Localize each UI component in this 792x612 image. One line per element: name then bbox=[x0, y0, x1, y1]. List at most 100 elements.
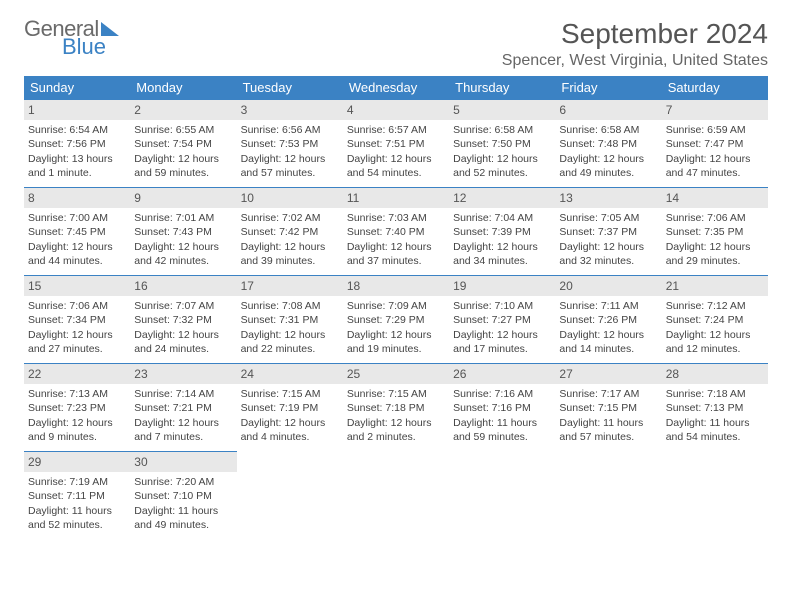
sunrise-text: Sunrise: 6:59 AM bbox=[666, 123, 764, 137]
calendar-day-cell bbox=[237, 452, 343, 540]
sunrise-text: Sunrise: 7:02 AM bbox=[241, 211, 339, 225]
sunset-text: Sunset: 7:34 PM bbox=[28, 313, 126, 327]
sunset-text: Sunset: 7:11 PM bbox=[28, 489, 126, 503]
calendar-day-cell: 19 Sunrise: 7:10 AMSunset: 7:27 PMDayligh… bbox=[449, 276, 555, 364]
sunset-text: Sunset: 7:16 PM bbox=[453, 401, 551, 415]
day-number: 20 bbox=[555, 276, 661, 296]
location: Spencer, West Virginia, United States bbox=[502, 52, 768, 70]
daylight-text: Daylight: 12 hours and 14 minutes. bbox=[559, 328, 657, 356]
daylight-text: Daylight: 12 hours and 32 minutes. bbox=[559, 240, 657, 268]
sunrise-text: Sunrise: 7:16 AM bbox=[453, 387, 551, 401]
day-number: 3 bbox=[237, 100, 343, 120]
weekday-header-row: Sunday Monday Tuesday Wednesday Thursday… bbox=[24, 76, 768, 100]
calendar-day-cell: 11Sunrise: 7:03 AMSunset: 7:40 PMDayligh… bbox=[343, 188, 449, 276]
calendar-day-cell bbox=[449, 452, 555, 540]
weekday-header: Saturday bbox=[662, 76, 768, 100]
daylight-text: Daylight: 12 hours and 47 minutes. bbox=[666, 152, 764, 180]
daylight-text: Daylight: 12 hours and 12 minutes. bbox=[666, 328, 764, 356]
calendar-day-cell bbox=[555, 452, 661, 540]
sunset-text: Sunset: 7:42 PM bbox=[241, 225, 339, 239]
calendar-day-cell: 1Sunrise: 6:54 AMSunset: 7:56 PMDaylight… bbox=[24, 100, 130, 188]
weekday-header: Friday bbox=[555, 76, 661, 100]
daylight-text: Daylight: 11 hours and 57 minutes. bbox=[559, 416, 657, 444]
sunset-text: Sunset: 7:45 PM bbox=[28, 225, 126, 239]
sunset-text: Sunset: 7:19 PM bbox=[241, 401, 339, 415]
calendar-day-cell: 13Sunrise: 7:05 AMSunset: 7:37 PMDayligh… bbox=[555, 188, 661, 276]
day-number: 27 bbox=[555, 364, 661, 384]
sunrise-text: Sunrise: 7:10 AM bbox=[453, 299, 551, 313]
calendar-day-cell: 9Sunrise: 7:01 AMSunset: 7:43 PMDaylight… bbox=[130, 188, 236, 276]
sunrise-text: Sunrise: 7:17 AM bbox=[559, 387, 657, 401]
sunset-text: Sunset: 7:40 PM bbox=[347, 225, 445, 239]
weekday-header: Wednesday bbox=[343, 76, 449, 100]
day-number: 18 bbox=[343, 276, 449, 296]
logo-text: General Blue bbox=[24, 18, 119, 58]
calendar-day-cell: 20Sunrise: 7:11 AMSunset: 7:26 PMDayligh… bbox=[555, 276, 661, 364]
calendar-day-cell: 7Sunrise: 6:59 AMSunset: 7:47 PMDaylight… bbox=[662, 100, 768, 188]
calendar-day-cell: 24Sunrise: 7:15 AMSunset: 7:19 PMDayligh… bbox=[237, 364, 343, 452]
sunset-text: Sunset: 7:27 PM bbox=[453, 313, 551, 327]
sunrise-text: Sunrise: 7:11 AM bbox=[559, 299, 657, 313]
daylight-text: Daylight: 12 hours and 44 minutes. bbox=[28, 240, 126, 268]
sunrise-text: Sunrise: 7:13 AM bbox=[28, 387, 126, 401]
daylight-text: Daylight: 13 hours and 1 minute. bbox=[28, 152, 126, 180]
sunset-text: Sunset: 7:43 PM bbox=[134, 225, 232, 239]
header-row: General Blue September 2024 Spencer, Wes… bbox=[24, 18, 768, 70]
daylight-text: Daylight: 12 hours and 22 minutes. bbox=[241, 328, 339, 356]
calendar-day-cell: 3Sunrise: 6:56 AMSunset: 7:53 PMDaylight… bbox=[237, 100, 343, 188]
calendar-day-cell: 8Sunrise: 7:00 AMSunset: 7:45 PMDaylight… bbox=[24, 188, 130, 276]
calendar-body: 1Sunrise: 6:54 AMSunset: 7:56 PMDaylight… bbox=[24, 100, 768, 540]
sunset-text: Sunset: 7:13 PM bbox=[666, 401, 764, 415]
weekday-header: Thursday bbox=[449, 76, 555, 100]
daylight-text: Daylight: 12 hours and 54 minutes. bbox=[347, 152, 445, 180]
month-title: September 2024 bbox=[502, 18, 768, 50]
daylight-text: Daylight: 12 hours and 24 minutes. bbox=[134, 328, 232, 356]
sunrise-text: Sunrise: 6:55 AM bbox=[134, 123, 232, 137]
sunrise-text: Sunrise: 7:04 AM bbox=[453, 211, 551, 225]
daylight-text: Daylight: 12 hours and 39 minutes. bbox=[241, 240, 339, 268]
sunset-text: Sunset: 7:39 PM bbox=[453, 225, 551, 239]
calendar-day-cell: 5Sunrise: 6:58 AMSunset: 7:50 PMDaylight… bbox=[449, 100, 555, 188]
day-number: 7 bbox=[662, 100, 768, 120]
sunset-text: Sunset: 7:21 PM bbox=[134, 401, 232, 415]
sunset-text: Sunset: 7:15 PM bbox=[559, 401, 657, 415]
sunset-text: Sunset: 7:35 PM bbox=[666, 225, 764, 239]
calendar-week-row: 8Sunrise: 7:00 AMSunset: 7:45 PMDaylight… bbox=[24, 188, 768, 276]
calendar-day-cell: 2Sunrise: 6:55 AMSunset: 7:54 PMDaylight… bbox=[130, 100, 236, 188]
sunrise-text: Sunrise: 7:15 AM bbox=[347, 387, 445, 401]
daylight-text: Daylight: 12 hours and 9 minutes. bbox=[28, 416, 126, 444]
calendar-day-cell: 28Sunrise: 7:18 AMSunset: 7:13 PMDayligh… bbox=[662, 364, 768, 452]
daylight-text: Daylight: 12 hours and 57 minutes. bbox=[241, 152, 339, 180]
daylight-text: Daylight: 12 hours and 34 minutes. bbox=[453, 240, 551, 268]
sunrise-text: Sunrise: 7:15 AM bbox=[241, 387, 339, 401]
logo: General Blue bbox=[24, 18, 119, 58]
day-number: 8 bbox=[24, 188, 130, 208]
day-number: 16 bbox=[130, 276, 236, 296]
day-number: 17 bbox=[237, 276, 343, 296]
sunrise-text: Sunrise: 7:18 AM bbox=[666, 387, 764, 401]
sunrise-text: Sunrise: 7:06 AM bbox=[666, 211, 764, 225]
calendar-day-cell: 12Sunrise: 7:04 AMSunset: 7:39 PMDayligh… bbox=[449, 188, 555, 276]
calendar-day-cell: 10Sunrise: 7:02 AMSunset: 7:42 PMDayligh… bbox=[237, 188, 343, 276]
weekday-header: Sunday bbox=[24, 76, 130, 100]
daylight-text: Daylight: 11 hours and 52 minutes. bbox=[28, 504, 126, 532]
calendar-day-cell: 25Sunrise: 7:15 AMSunset: 7:18 PMDayligh… bbox=[343, 364, 449, 452]
daylight-text: Daylight: 12 hours and 42 minutes. bbox=[134, 240, 232, 268]
weekday-header: Monday bbox=[130, 76, 236, 100]
day-number: 9 bbox=[130, 188, 236, 208]
calendar-day-cell: 30Sunrise: 7:20 AMSunset: 7:10 PMDayligh… bbox=[130, 452, 236, 540]
calendar-day-cell: 23Sunrise: 7:14 AMSunset: 7:21 PMDayligh… bbox=[130, 364, 236, 452]
sunset-text: Sunset: 7:31 PM bbox=[241, 313, 339, 327]
sunset-text: Sunset: 7:18 PM bbox=[347, 401, 445, 415]
sunset-text: Sunset: 7:24 PM bbox=[666, 313, 764, 327]
day-number: 23 bbox=[130, 364, 236, 384]
day-number: 4 bbox=[343, 100, 449, 120]
sunrise-text: Sunrise: 7:06 AM bbox=[28, 299, 126, 313]
calendar-day-cell: 18Sunrise: 7:09 AMSunset: 7:29 PMDayligh… bbox=[343, 276, 449, 364]
day-number: 19 bbox=[449, 276, 555, 296]
daylight-text: Daylight: 12 hours and 17 minutes. bbox=[453, 328, 551, 356]
sunrise-text: Sunrise: 7:05 AM bbox=[559, 211, 657, 225]
sunset-text: Sunset: 7:56 PM bbox=[28, 137, 126, 151]
sunrise-text: Sunrise: 7:19 AM bbox=[28, 475, 126, 489]
daylight-text: Daylight: 12 hours and 7 minutes. bbox=[134, 416, 232, 444]
